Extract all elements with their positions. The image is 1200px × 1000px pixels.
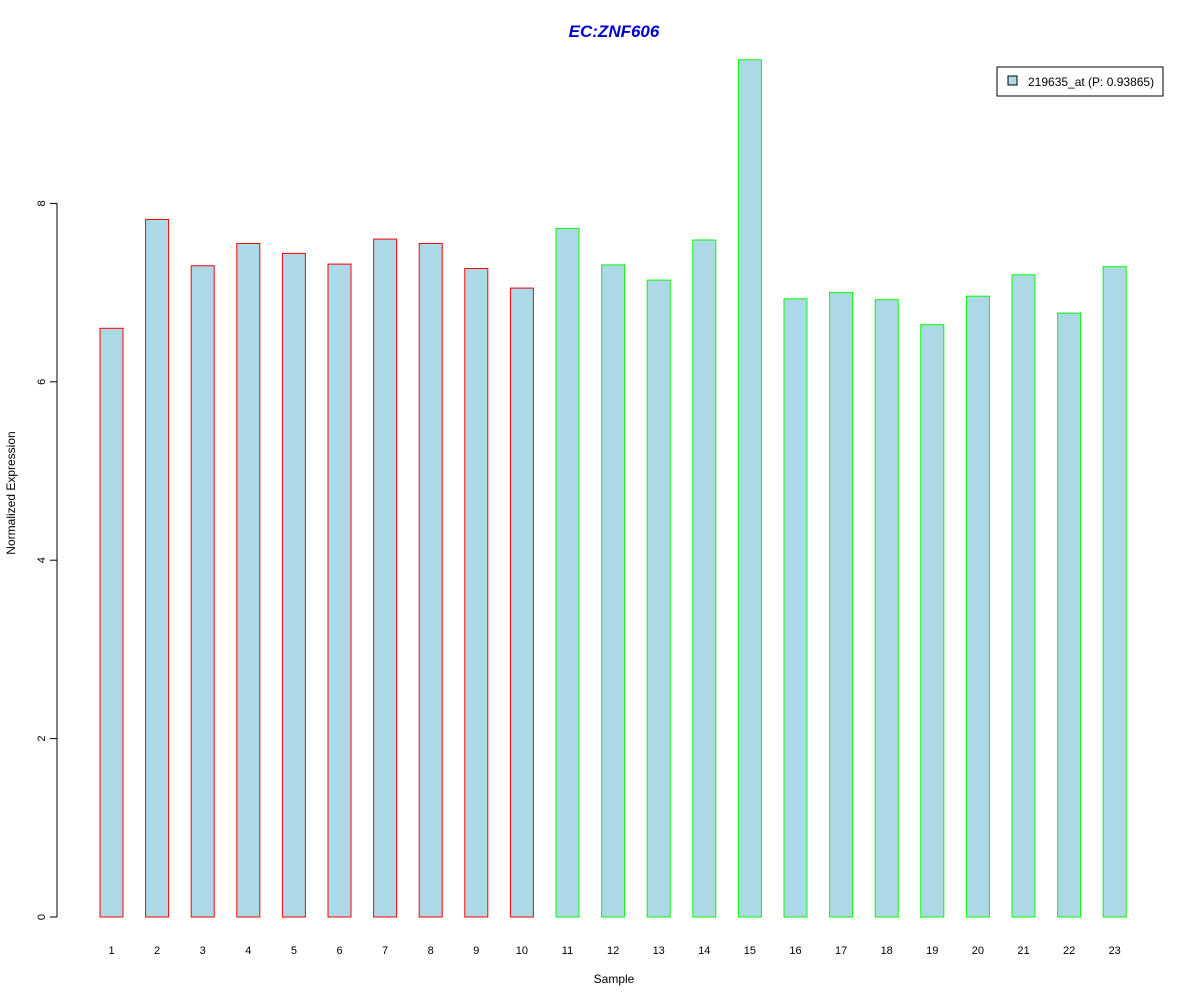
bar-sample-20 <box>965 295 990 918</box>
bar-sample-3 <box>190 265 215 918</box>
bar-sample-15 <box>737 59 762 918</box>
bar-sample-5 <box>281 252 306 918</box>
y-tick-label: 2 <box>36 736 48 742</box>
y-axis-label: Normalized Expression <box>4 431 18 554</box>
x-tick-label: 21 <box>1017 945 1029 957</box>
y-axis: 0 2 4 6 8 <box>36 200 58 920</box>
x-tick-label: 5 <box>291 945 297 957</box>
bar-sample-11 <box>555 227 580 918</box>
x-tick-label: 23 <box>1109 945 1121 957</box>
x-tick-label: 9 <box>473 945 479 957</box>
x-tick-label: 3 <box>200 945 206 957</box>
x-tick-label: 8 <box>428 945 434 957</box>
x-tick-label: 12 <box>607 945 619 957</box>
bar-sample-1 <box>99 327 124 918</box>
x-tick-label: 19 <box>926 945 938 957</box>
x-tick-label: 17 <box>835 945 847 957</box>
legend-swatch <box>1007 75 1018 86</box>
x-tick-label: 20 <box>972 945 984 957</box>
x-tick-label: 22 <box>1063 945 1075 957</box>
bar-sample-2 <box>145 219 170 918</box>
bar-sample-23 <box>1102 266 1127 918</box>
x-tick-label: 14 <box>698 945 710 957</box>
x-axis-label: Sample <box>594 972 635 986</box>
chart-title: EC:ZNF606 <box>569 22 660 41</box>
x-tick-label: 13 <box>653 945 665 957</box>
x-tick-label: 10 <box>516 945 528 957</box>
legend-box <box>996 66 1164 97</box>
y-tick-label: 0 <box>36 914 48 920</box>
bar-sample-22 <box>1057 312 1082 918</box>
bar-sample-8 <box>418 243 443 918</box>
bar-sample-19 <box>920 324 945 918</box>
y-tick-label: 6 <box>36 379 48 385</box>
bars <box>99 59 1127 918</box>
x-tick-label: 16 <box>789 945 801 957</box>
bar-sample-12 <box>601 264 626 918</box>
x-tick-label: 6 <box>336 945 342 957</box>
legend-label: 219635_at (P: 0.93865) <box>1028 75 1154 89</box>
legend: 219635_at (P: 0.93865) <box>996 66 1164 97</box>
bar-sample-10 <box>509 287 534 918</box>
x-tick-label: 15 <box>744 945 756 957</box>
bar-sample-13 <box>646 279 671 918</box>
x-axis-tick-labels: 1 2 3 4 5 6 7 8 9 10 11 12 13 14 15 16 17 18 19 20 21 22 23 <box>108 945 1120 957</box>
bar-sample-18 <box>874 299 899 918</box>
bar-sample-6 <box>327 263 352 918</box>
bar-sample-16 <box>783 298 808 918</box>
bar-sample-4 <box>236 243 261 918</box>
x-tick-label: 4 <box>245 945 251 957</box>
x-tick-label: 18 <box>881 945 893 957</box>
x-tick-label: 1 <box>108 945 114 957</box>
bar-sample-7 <box>373 238 398 918</box>
x-tick-label: 7 <box>382 945 388 957</box>
bar-sample-17 <box>829 292 854 918</box>
x-tick-label: 11 <box>562 945 573 957</box>
bar-sample-9 <box>464 268 489 918</box>
x-tick-label: 2 <box>154 945 160 957</box>
y-tick-label: 8 <box>36 200 48 206</box>
y-tick-label: 4 <box>36 557 48 563</box>
bar-sample-14 <box>692 239 717 918</box>
bar-sample-21 <box>1011 274 1036 918</box>
